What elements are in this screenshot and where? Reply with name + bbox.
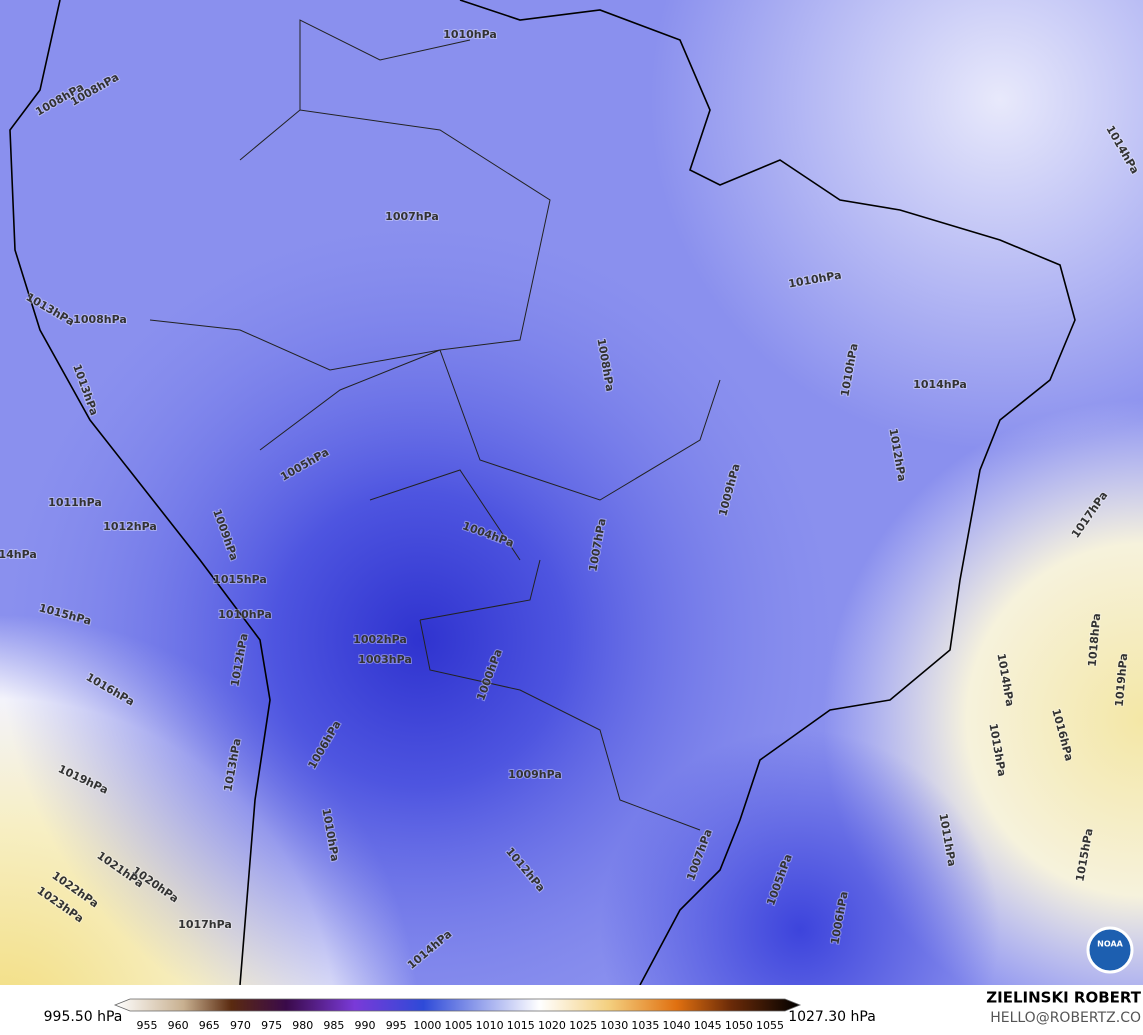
colorbar-tick-label: 980	[292, 1019, 313, 1032]
colorbar-tick-label: 1015	[507, 1019, 535, 1032]
contour-label: 1002hPa	[353, 633, 407, 646]
colorbar-tick-label: 1030	[600, 1019, 628, 1032]
contour-label: 1010hPa	[443, 28, 497, 41]
contour-label: 1018hPa	[1086, 613, 1104, 668]
contour-label: 1009hPa	[508, 768, 562, 781]
colorbar-tick-label: 990	[355, 1019, 376, 1032]
colorbar-tick-label: 1050	[725, 1019, 753, 1032]
colorbar-tick-label: 985	[323, 1019, 344, 1032]
contour-label: 1003hPa	[358, 653, 412, 666]
colorbar-tick-label: 1045	[694, 1019, 722, 1032]
contour-label: 1007hPa	[385, 210, 439, 223]
credit-name: ZIELINSKI ROBERT	[986, 989, 1141, 1007]
low-pressure-se	[0, 0, 1143, 985]
borders	[149, 19, 721, 831]
colorbar-tick-label: 1040	[663, 1019, 691, 1032]
contour-label: 1019hPa	[1113, 653, 1131, 708]
colorbar-tick-label: 960	[168, 1019, 189, 1032]
colorbar-tick-label: 1010	[476, 1019, 504, 1032]
colorbar-tick-label: 1005	[445, 1019, 473, 1032]
colorbar-tick-label: 1000	[413, 1019, 441, 1032]
colorbar	[113, 998, 802, 1012]
contour-label: 1008hPa	[73, 313, 127, 326]
colorbar-tick-label: 1035	[631, 1019, 659, 1032]
colorbar-tick-label: 1020	[538, 1019, 566, 1032]
colorbar-ticks: 955 960 965 970 975 980 985 990 995 1000 1005 1010 1…	[137, 1019, 785, 1032]
colorbar-tick-label: 970	[230, 1019, 251, 1032]
credit-contact: HELLO@ROBERTZ.CO	[990, 1010, 1141, 1026]
contour-label: 1012hPa	[103, 520, 157, 533]
colorbar-tick-label: 965	[199, 1019, 220, 1032]
contour-label: 1014hPa	[913, 378, 967, 391]
colorbar-max: 1027.30 hPa	[788, 1009, 876, 1025]
contour-label: 1017hPa	[178, 918, 232, 931]
colorbar-tick-label: 955	[137, 1019, 158, 1032]
colorbar-min: 995.50 hPa	[44, 1009, 123, 1025]
contour-label: 1011hPa	[48, 496, 102, 509]
colorbar-tick-label: 995	[386, 1019, 407, 1032]
colorbar-tick-label: 1025	[569, 1019, 597, 1032]
contour-label: 1015hPa	[213, 573, 267, 586]
contour-label: 1010hPa	[218, 608, 272, 621]
noaa-logo	[1086, 926, 1134, 974]
contour-label: 1014hPa	[0, 548, 37, 561]
noaa-logo-text: NOAA	[1097, 940, 1123, 949]
colorbar-tick-label: 975	[261, 1019, 282, 1032]
colorbar-tick-label: 1055	[756, 1019, 784, 1032]
coastline	[9, 0, 1076, 986]
